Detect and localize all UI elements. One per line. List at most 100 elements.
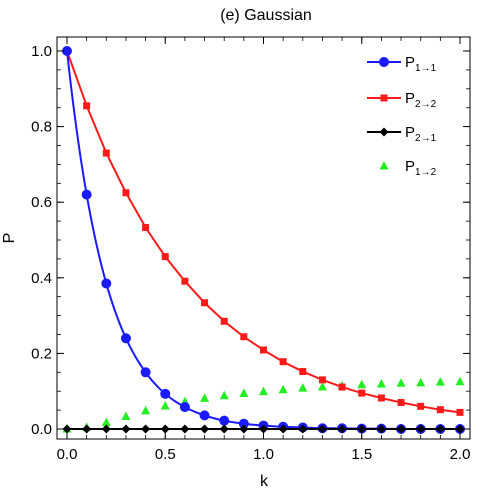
data-point <box>357 379 367 389</box>
data-point <box>219 424 229 434</box>
data-point <box>82 424 92 434</box>
data-point <box>397 399 405 407</box>
x-tick-label: 0.5 <box>155 446 176 463</box>
series-2-to-2 <box>63 47 464 416</box>
data-point <box>101 417 111 427</box>
data-point <box>396 424 406 434</box>
data-point <box>181 277 189 285</box>
data-point <box>435 424 445 434</box>
y-tick-label: 1.0 <box>31 43 52 60</box>
data-point <box>220 317 228 325</box>
x-axis-label: k <box>260 473 269 490</box>
data-point <box>179 402 190 413</box>
legend-entry: P2→2 <box>367 90 437 110</box>
x-tick-label: 1.0 <box>253 446 274 463</box>
data-point <box>83 102 91 110</box>
data-point <box>337 424 347 434</box>
data-point <box>318 376 326 384</box>
legend-marker <box>380 94 388 102</box>
data-point <box>201 299 209 307</box>
data-point <box>259 424 268 434</box>
data-point <box>101 278 112 289</box>
data-point <box>160 424 170 434</box>
data-point <box>376 379 386 388</box>
series-line <box>66 50 461 414</box>
series-1-to-2 <box>62 376 465 433</box>
data-point <box>219 390 229 400</box>
data-point <box>455 376 465 386</box>
data-point <box>240 333 248 341</box>
data-point <box>278 424 288 434</box>
data-point <box>260 346 267 354</box>
legend-label: P1→2 <box>405 158 437 178</box>
chart-title: (e) Gaussian <box>220 7 312 24</box>
data-point <box>416 424 426 434</box>
x-tick-label: 1.5 <box>351 446 372 463</box>
data-point <box>298 383 308 392</box>
y-tick-label: 0.2 <box>31 345 52 362</box>
data-point <box>200 393 210 402</box>
legend-entry: P2→1 <box>367 124 437 144</box>
data-point <box>160 400 170 410</box>
legend-label: P2→1 <box>405 124 437 144</box>
x-tick-label: 2.0 <box>450 446 471 463</box>
data-point <box>396 378 406 387</box>
data-point <box>160 388 171 399</box>
series-2-to-1 <box>62 424 465 434</box>
data-point <box>180 424 190 434</box>
data-point <box>358 389 366 397</box>
legend-entry: P1→2 <box>379 158 437 178</box>
legend-marker <box>379 161 389 170</box>
y-tick-label: 0.0 <box>31 421 52 438</box>
data-point <box>102 149 110 157</box>
data-point <box>239 424 249 434</box>
data-point <box>376 424 386 434</box>
data-point <box>199 410 210 421</box>
data-point <box>317 424 327 434</box>
data-point <box>416 377 426 387</box>
data-point <box>101 424 111 434</box>
data-point <box>299 368 307 376</box>
data-point <box>120 333 131 344</box>
data-point <box>317 382 327 391</box>
data-point <box>200 424 210 434</box>
data-point <box>81 189 92 200</box>
data-point <box>279 358 287 366</box>
data-point <box>338 383 346 391</box>
data-point <box>436 406 444 414</box>
data-point <box>141 424 151 434</box>
data-point <box>377 394 385 402</box>
data-point <box>298 424 308 434</box>
data-point <box>259 386 268 396</box>
x-tick-label: 0.0 <box>57 446 78 463</box>
data-point <box>239 388 249 397</box>
plot-area <box>62 46 465 434</box>
data-point <box>238 418 249 429</box>
legend-entry: P1→1 <box>367 54 437 74</box>
series-line <box>66 50 460 430</box>
y-tick-label: 0.6 <box>31 194 52 211</box>
legend-marker <box>379 57 389 67</box>
legend-label: P2→2 <box>405 90 437 110</box>
data-point <box>62 46 72 56</box>
data-point <box>161 253 169 261</box>
data-point <box>455 424 465 434</box>
data-point <box>278 384 288 394</box>
data-point <box>140 367 151 378</box>
y-tick-label: 0.8 <box>31 119 52 136</box>
data-point <box>62 424 72 434</box>
data-point <box>456 408 464 416</box>
data-point <box>219 415 230 426</box>
y-axis-label: P <box>1 233 18 244</box>
data-point <box>142 224 150 232</box>
legend: P1→1 P2→2 P2→1 P1→2 <box>367 54 437 178</box>
legend-marker <box>379 127 389 137</box>
data-point <box>435 377 445 386</box>
data-point <box>357 424 367 434</box>
data-point <box>122 189 130 197</box>
data-point <box>141 405 151 415</box>
data-point <box>417 402 425 410</box>
data-point <box>121 411 131 421</box>
y-tick-label: 0.4 <box>31 270 52 287</box>
